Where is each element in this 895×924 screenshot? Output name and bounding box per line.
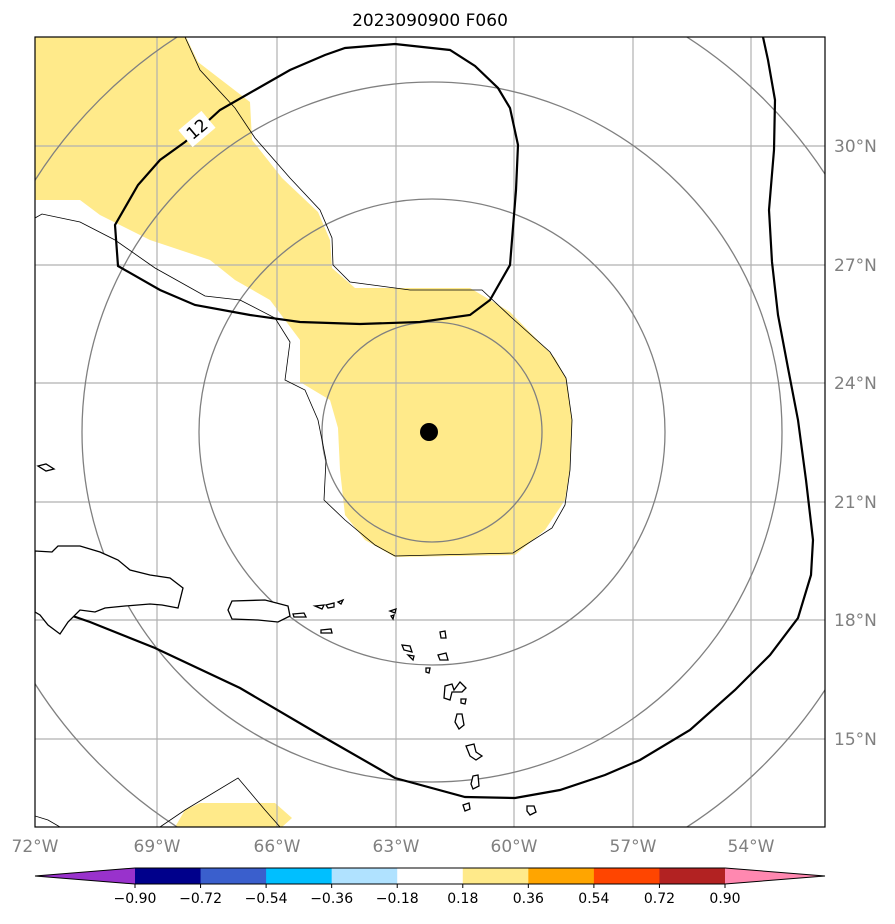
gridlines (35, 37, 825, 827)
lat-label: 27°N (834, 256, 877, 276)
shaded-region-south (175, 803, 292, 827)
colorbar-tick-label: −0.90 (114, 891, 157, 907)
plot-title: 2023090900 F060 (352, 11, 508, 31)
island-n (443, 681, 467, 701)
island-d (324, 602, 335, 609)
colorbar-tick-label: 0.54 (578, 891, 609, 907)
barbados-area (465, 743, 484, 761)
storm-center-marker (420, 423, 438, 441)
colorbar-segment (593, 868, 660, 884)
lon-tick-labels: 72°W 69°W 66°W 63°W 60°W 57°W 54°W (12, 837, 775, 857)
island-f (320, 628, 333, 634)
lat-label: 15°N (834, 730, 877, 750)
lat-label: 24°N (834, 374, 877, 394)
lat-label: 30°N (834, 137, 877, 157)
island-m (425, 667, 431, 674)
island-b (292, 612, 308, 618)
colorbar-tick-labels: −0.90 −0.72 −0.54 −0.36 −0.18 0.18 0.36 0.54 0.7… (114, 884, 741, 907)
colorbar-extend-low (35, 868, 135, 884)
colorbar-segment (266, 868, 333, 884)
colorbar-tick-label: 0.36 (513, 891, 544, 907)
thin-contour-south (159, 777, 281, 827)
range-ring-3 (81, 81, 783, 783)
island-s (462, 802, 471, 812)
colorbar-segment (397, 868, 464, 884)
colorbar-extend-high (725, 868, 825, 884)
island-o (460, 698, 467, 705)
island-i (400, 644, 413, 653)
guadeloupe (437, 652, 449, 661)
range-ring-1 (321, 321, 543, 543)
lon-label: 72°W (12, 837, 59, 857)
lat-label: 18°N (834, 611, 877, 631)
lon-label: 60°W (491, 837, 538, 857)
island-h (389, 614, 395, 621)
lat-tick-labels: 30°N 27°N 24°N 21°N 18°N 15°N (834, 137, 877, 750)
island-a (36, 463, 56, 472)
colorbar-tick-label: −0.36 (310, 891, 353, 907)
puerto-rico (227, 599, 291, 623)
colorbar-tick-label: −0.18 (376, 891, 419, 907)
colorbar-tick-label: −0.72 (179, 891, 222, 907)
colorbar-tick-label: 0.72 (644, 891, 675, 907)
map-area: 12 (35, 37, 825, 827)
lon-label: 54°W (728, 837, 775, 857)
hispaniola (35, 545, 184, 635)
colorbar-tick-label: −0.54 (245, 891, 288, 907)
lon-label: 66°W (254, 837, 301, 857)
colorbar-tick-label: 0.18 (447, 891, 478, 907)
lon-label: 63°W (373, 837, 420, 857)
lat-label: 21°N (834, 493, 877, 513)
colorbar-segment (462, 868, 529, 884)
range-ring-2 (198, 198, 666, 666)
colorbar-segment (528, 868, 595, 884)
islands (35, 463, 537, 816)
island-k (406, 654, 415, 662)
thin-contour-west (35, 815, 61, 827)
island-g (388, 608, 397, 614)
island-c (312, 604, 326, 610)
lon-label: 69°W (134, 837, 181, 857)
island-r (470, 774, 480, 790)
bold-contour-large (35, 37, 815, 800)
colorbar-tick-label: 0.90 (709, 891, 740, 907)
colorbar-segment (200, 868, 267, 884)
island-t (526, 805, 537, 816)
range-rings (35, 37, 825, 827)
map-frame (34, 36, 826, 828)
island-e (336, 598, 345, 605)
contour-label-bg (178, 110, 216, 148)
thin-contour (35, 37, 573, 557)
colorbar-segment (331, 868, 398, 884)
colorbar (34, 867, 826, 885)
colorbar-segment (659, 868, 726, 884)
colorbar-segment (135, 868, 202, 884)
island-p (454, 713, 465, 730)
lon-label: 57°W (610, 837, 657, 857)
island-j (439, 630, 447, 639)
shaded-region (35, 37, 572, 557)
